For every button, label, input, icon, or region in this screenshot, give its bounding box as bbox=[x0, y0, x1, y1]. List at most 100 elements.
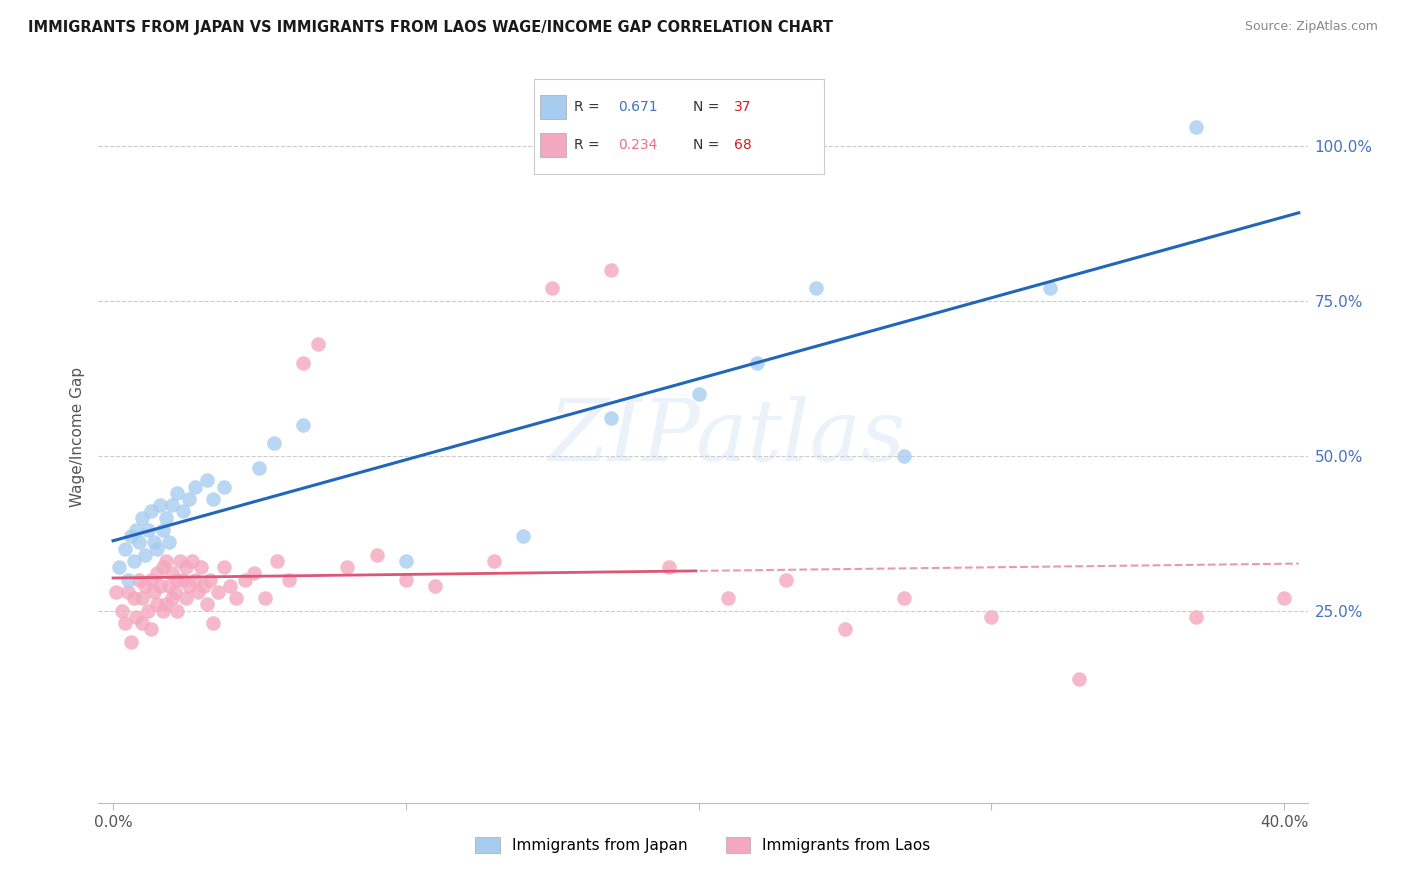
Point bbox=[214, 560, 236, 574]
Point bbox=[174, 591, 197, 606]
Point bbox=[395, 573, 418, 587]
Point bbox=[131, 510, 153, 524]
Point bbox=[1039, 281, 1062, 295]
Point bbox=[143, 535, 166, 549]
Point bbox=[599, 262, 621, 277]
Point bbox=[125, 610, 148, 624]
Point bbox=[136, 604, 159, 618]
Point bbox=[307, 337, 329, 351]
Point bbox=[277, 573, 299, 587]
Point bbox=[155, 510, 177, 524]
Point bbox=[160, 591, 183, 606]
Point bbox=[1185, 120, 1208, 135]
Point bbox=[249, 461, 271, 475]
Point bbox=[187, 585, 209, 599]
Point bbox=[160, 566, 183, 581]
Point bbox=[834, 622, 856, 636]
Point bbox=[166, 486, 188, 500]
Point bbox=[214, 480, 236, 494]
Point bbox=[172, 504, 194, 518]
Point bbox=[104, 585, 127, 599]
Point bbox=[263, 436, 285, 450]
Point bbox=[108, 560, 131, 574]
Point bbox=[120, 634, 142, 648]
Point bbox=[512, 529, 534, 543]
Point bbox=[658, 560, 681, 574]
Point bbox=[980, 610, 1002, 624]
Point bbox=[114, 615, 136, 630]
Point bbox=[893, 449, 915, 463]
Point bbox=[1069, 672, 1091, 686]
Point bbox=[128, 535, 150, 549]
Point bbox=[198, 573, 221, 587]
Point bbox=[747, 356, 769, 370]
Point bbox=[120, 529, 142, 543]
Point bbox=[201, 615, 224, 630]
Y-axis label: Wage/Income Gap: Wage/Income Gap bbox=[69, 367, 84, 508]
Point bbox=[395, 554, 418, 568]
Point bbox=[155, 554, 177, 568]
Point bbox=[207, 585, 229, 599]
Point bbox=[893, 591, 915, 606]
Point bbox=[169, 554, 191, 568]
Point bbox=[184, 573, 207, 587]
Point bbox=[122, 591, 145, 606]
Point bbox=[136, 523, 159, 537]
Point bbox=[117, 573, 139, 587]
Point bbox=[163, 585, 186, 599]
Point bbox=[139, 573, 162, 587]
Point bbox=[181, 554, 204, 568]
Point bbox=[139, 504, 162, 518]
Text: ZIPatlas: ZIPatlas bbox=[548, 396, 905, 478]
Point bbox=[233, 573, 256, 587]
Point bbox=[174, 560, 197, 574]
Point bbox=[122, 554, 145, 568]
Point bbox=[143, 585, 166, 599]
Point bbox=[152, 560, 174, 574]
Point bbox=[219, 579, 242, 593]
Point bbox=[149, 498, 172, 512]
Point bbox=[155, 598, 177, 612]
Point bbox=[242, 566, 264, 581]
Point bbox=[423, 579, 446, 593]
Point bbox=[266, 554, 288, 568]
Point bbox=[160, 498, 183, 512]
Point bbox=[111, 604, 134, 618]
Point bbox=[149, 579, 172, 593]
Point bbox=[166, 573, 188, 587]
Point bbox=[152, 523, 174, 537]
Point bbox=[1272, 591, 1295, 606]
Point bbox=[172, 573, 194, 587]
Point bbox=[131, 615, 153, 630]
Point bbox=[139, 622, 162, 636]
Point bbox=[195, 598, 218, 612]
Point bbox=[366, 548, 388, 562]
Point bbox=[599, 411, 621, 425]
Point bbox=[190, 560, 212, 574]
Point bbox=[717, 591, 740, 606]
Legend: Immigrants from Japan, Immigrants from Laos: Immigrants from Japan, Immigrants from L… bbox=[468, 830, 938, 861]
Point bbox=[482, 554, 505, 568]
Point bbox=[201, 491, 224, 506]
Point bbox=[184, 480, 207, 494]
Point bbox=[336, 560, 359, 574]
Point bbox=[688, 386, 710, 401]
Point bbox=[804, 281, 827, 295]
Point bbox=[166, 604, 188, 618]
Point bbox=[134, 579, 156, 593]
Point bbox=[179, 579, 201, 593]
Text: IMMIGRANTS FROM JAPAN VS IMMIGRANTS FROM LAOS WAGE/INCOME GAP CORRELATION CHART: IMMIGRANTS FROM JAPAN VS IMMIGRANTS FROM… bbox=[28, 20, 834, 35]
Point bbox=[157, 579, 180, 593]
Point bbox=[179, 491, 201, 506]
Point bbox=[225, 591, 247, 606]
Point bbox=[292, 417, 315, 432]
Point bbox=[146, 541, 169, 556]
Point bbox=[775, 573, 797, 587]
Point bbox=[1185, 610, 1208, 624]
Point bbox=[128, 573, 150, 587]
Point bbox=[131, 591, 153, 606]
Point bbox=[541, 281, 564, 295]
Point bbox=[195, 474, 218, 488]
Point bbox=[152, 604, 174, 618]
Point bbox=[157, 535, 180, 549]
